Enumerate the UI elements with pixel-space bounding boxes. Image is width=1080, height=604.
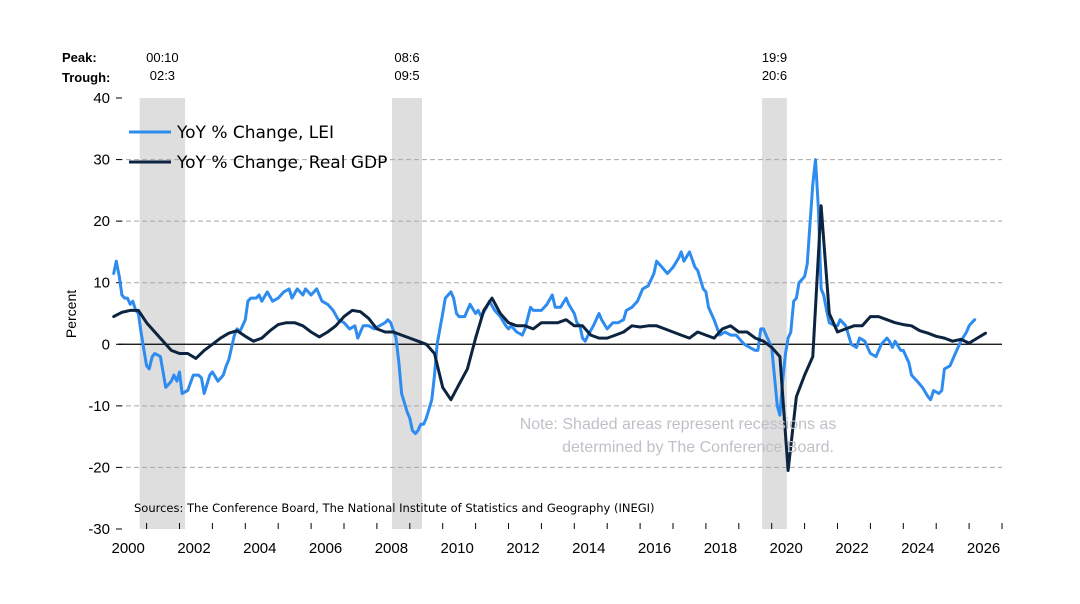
trough-header-label: Trough: bbox=[62, 70, 110, 85]
recession-band bbox=[762, 98, 787, 529]
recession-peak-date: 00:10 bbox=[146, 50, 179, 65]
recession-trough-date: 02:3 bbox=[150, 68, 175, 83]
series-line-gdp bbox=[112, 204, 987, 472]
x-tick-label: 2010 bbox=[441, 540, 474, 557]
recession-peak-date: 19:9 bbox=[762, 50, 787, 65]
x-tick-label: 2004 bbox=[243, 540, 276, 557]
x-tick-label: 2024 bbox=[901, 540, 934, 557]
x-tick-label: 2022 bbox=[835, 540, 868, 557]
x-tick-label: 2006 bbox=[309, 540, 342, 557]
y-tick-label: -20 bbox=[88, 459, 110, 476]
recession-trough-date: 20:6 bbox=[762, 68, 787, 83]
y-tick-label: -10 bbox=[88, 398, 110, 415]
x-tick-label: 2012 bbox=[506, 540, 539, 557]
y-tick-label: 10 bbox=[93, 275, 110, 292]
legend: YoY % Change, LEI YoY % Change, Real GDP bbox=[129, 123, 387, 173]
x-tick-label: 2016 bbox=[638, 540, 671, 557]
recession-dates: 00:10 02:3 08:6 09:5 19:9 20:6 bbox=[146, 50, 787, 83]
y-axis-label: Percent bbox=[63, 290, 79, 338]
recession-trough-date: 09:5 bbox=[394, 68, 419, 83]
note-line-2: determined by The Conference Board. bbox=[562, 439, 834, 456]
series-line-lei bbox=[112, 158, 977, 436]
recession-peak-date: 08:6 bbox=[394, 50, 419, 65]
x-tick-label: 2018 bbox=[704, 540, 737, 557]
x-tick-label: 2026 bbox=[967, 540, 1000, 557]
note-line-1: Note: Shaded areas represent recessions … bbox=[520, 416, 837, 433]
series-lines bbox=[112, 158, 987, 472]
legend-label-lei: YoY % Change, LEI bbox=[176, 123, 334, 143]
x-tick-label: 2020 bbox=[770, 540, 803, 557]
gridlines bbox=[118, 159, 1002, 468]
y-tick-label: 40 bbox=[93, 90, 110, 107]
x-tick-label: 2000 bbox=[112, 540, 145, 557]
recession-band bbox=[139, 98, 186, 529]
peak-header-label: Peak: bbox=[62, 50, 97, 65]
source-note: Sources: The Conference Board, The Natio… bbox=[134, 501, 655, 515]
recession-bands bbox=[139, 98, 787, 529]
x-tick-label: 2002 bbox=[177, 540, 210, 557]
legend-label-gdp: YoY % Change, Real GDP bbox=[176, 153, 387, 173]
recession-band bbox=[392, 98, 422, 529]
y-tick-label: -30 bbox=[88, 521, 110, 538]
x-tick-label: 2014 bbox=[572, 540, 605, 557]
y-tick-label: 0 bbox=[102, 336, 110, 353]
x-tick-label: 2008 bbox=[375, 540, 408, 557]
y-tick-label: 30 bbox=[93, 152, 110, 169]
y-tick-label: 20 bbox=[93, 213, 110, 230]
